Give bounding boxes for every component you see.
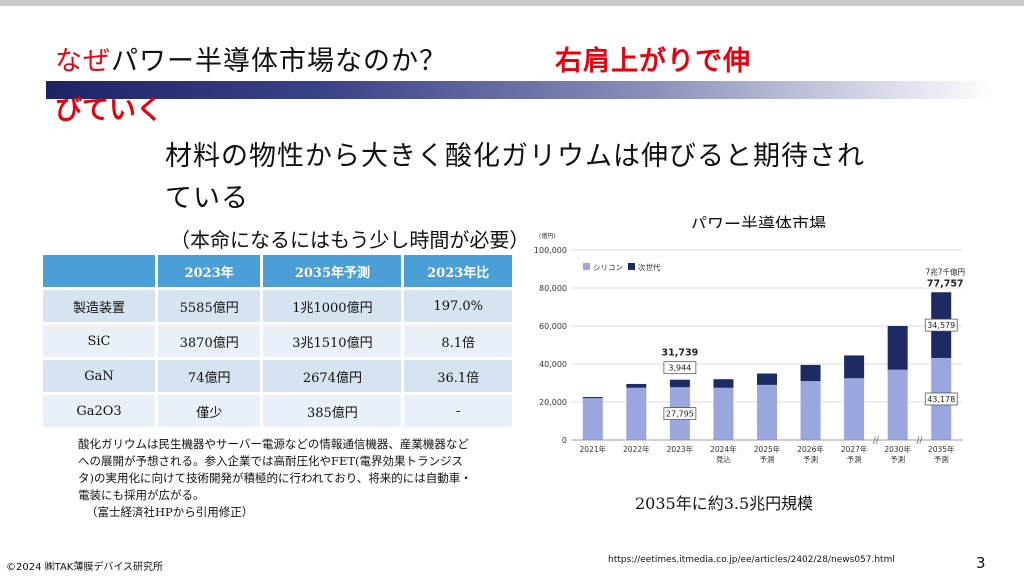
data-label-box	[924, 392, 958, 406]
bar-next-gen	[800, 364, 821, 382]
x-tick-label: 予測	[934, 454, 949, 464]
table-cell: Ga2O3	[43, 395, 155, 427]
y-tick-label: 0	[562, 436, 567, 445]
table-cell: 3870億円	[158, 325, 261, 357]
x-tick-label: 予測	[803, 454, 818, 464]
title-text: パワー半導体市場なのか？	[111, 46, 447, 77]
data-label-box	[663, 407, 697, 420]
table-cell: 5585億円	[158, 290, 261, 322]
x-tick-label: 2025年	[754, 444, 781, 454]
table-header-cell	[43, 255, 155, 287]
x-tick-label: 2022年	[623, 444, 650, 454]
table-cell: SiC	[43, 325, 155, 357]
x-tick-label: 2024年	[710, 444, 737, 454]
bar-silicon	[582, 398, 603, 440]
bar-silicon	[844, 378, 865, 440]
table-cell: GaN	[43, 360, 155, 392]
x-tick-label: 予測	[760, 454, 775, 464]
bar-next-gen	[844, 355, 865, 379]
x-tick-label: 2027年	[841, 444, 868, 454]
table-cell: 197.0%	[404, 290, 512, 322]
data-label-total-2035: 77,757	[927, 278, 964, 289]
bar-next-gen	[887, 326, 908, 370]
title-prefix: なぜ	[55, 46, 111, 77]
bar-silicon	[887, 369, 908, 440]
data-label-silicon-2035: 43,178	[927, 395, 955, 404]
legend-label-next-gen: 次世代	[638, 262, 661, 272]
x-tick-label: 2035年	[928, 444, 955, 454]
title-bar	[46, 81, 996, 99]
chart-svg: (億円) 0 20,000 40,000 60,000 80,000 100,000 2021…	[533, 228, 973, 478]
table-cell: 製造装置	[43, 290, 155, 322]
description: 酸化ガリウムは民生機器やサーバー電源などの情報通信機器、産業機器などへの展開が予…	[78, 436, 473, 521]
data-label-next-gen-2023: 3,944	[668, 364, 691, 373]
bar-silicon	[713, 387, 734, 440]
data-label-box	[924, 318, 958, 332]
table-cell: 385億円	[263, 395, 402, 427]
y-tick-label: 100,000	[534, 246, 567, 255]
data-label-box	[663, 361, 697, 375]
sub-note: （本命になるにはもう少し時間が必要）	[170, 228, 530, 252]
data-label-next-gen-2035: 34,579	[927, 321, 955, 330]
data-label-silicon-2023: 27,795	[666, 410, 694, 419]
y-unit-label: (億円)	[539, 232, 556, 240]
table-header-cell: 2035年予測	[263, 255, 402, 287]
page-number: 3	[976, 554, 986, 572]
source-url[interactable]: https://eetimes.itmedia.co.jp/ee/article…	[608, 555, 895, 565]
table-row: SiC 3870億円 3兆1510億円 8.1倍	[43, 325, 512, 357]
table-cell: 僅少	[158, 395, 261, 427]
table-cell: 74億円	[158, 360, 261, 392]
legend-label-silicon: シリコン	[593, 263, 623, 272]
table-header-cell: 2023年比	[404, 255, 512, 287]
y-tick-label: 20,000	[539, 398, 567, 407]
market-chart: (億円) 0 20,000 40,000 60,000 80,000 100,000 2021…	[533, 228, 973, 478]
x-tick-label: 2021年	[579, 444, 606, 454]
bar-next-gen	[626, 383, 647, 388]
bar-next-gen	[582, 397, 603, 399]
title-side-continued: びていく	[55, 95, 163, 126]
x-tick-label: 予測	[890, 454, 905, 464]
bar-next-gen	[713, 379, 734, 388]
title-side: 右肩上がりで伸	[555, 46, 751, 77]
axis-break-mark: //	[916, 436, 923, 446]
table-cell: -	[404, 395, 512, 427]
table-cell: 2674億円	[263, 360, 402, 392]
x-tick-label: 予測	[847, 454, 862, 464]
legend-swatch-next-gen	[628, 263, 635, 270]
headline: 材料の物性から大きく酸化ガリウムは伸びると期待されている	[165, 141, 865, 214]
x-tick-label: 2023年	[667, 444, 694, 454]
table-row: 製造装置 5585億円 1兆1000億円 197.0%	[43, 290, 512, 322]
table-row: Ga2O3 僅少 385億円 -	[43, 395, 512, 427]
legend-swatch-silicon	[583, 263, 590, 270]
x-tick-label: 2026年	[797, 444, 824, 454]
description-source: （富士経済社HPから引用修正）	[86, 505, 254, 519]
x-tick-label: 見込	[716, 455, 731, 464]
chart-caption: 2035年に約3.5兆円規模	[635, 494, 814, 513]
slide-title: なぜパワー半導体市場なのか？	[55, 39, 447, 78]
table-header-row: 2023年 2035年予測 2023年比	[43, 255, 512, 287]
table-cell: 1兆1000億円	[263, 290, 402, 322]
description-text: 酸化ガリウムは民生機器やサーバー電源などの情報通信機器、産業機器などへの展開が予…	[78, 437, 472, 502]
y-tick-label: 80,000	[539, 284, 567, 293]
table-row: GaN 74億円 2674億円 36.1倍	[43, 360, 512, 392]
data-label-total-2035-note: 7兆7千億円	[925, 266, 965, 276]
y-tick-label: 60,000	[539, 322, 567, 331]
data-label-total-2023: 31,739	[662, 348, 699, 359]
market-table: 2023年 2035年予測 2023年比 製造装置 5585億円 1兆1000億…	[40, 252, 515, 430]
table-cell: 3兆1510億円	[263, 325, 402, 357]
bar-next-gen	[669, 379, 690, 388]
x-tick-label: 2030年	[884, 444, 911, 454]
slide: なぜパワー半導体市場なのか？ 右肩上がりで伸 びていく 材料の物性から大きく酸化…	[0, 6, 1024, 582]
bar-silicon	[626, 387, 647, 440]
table-header-cell: 2023年	[158, 255, 261, 287]
bar-next-gen	[757, 373, 777, 385]
axis-break-mark: //	[873, 436, 880, 446]
table-cell: 36.1倍	[404, 360, 512, 392]
table-cell: 8.1倍	[404, 325, 512, 357]
bar-silicon	[800, 381, 821, 440]
bar-silicon	[757, 384, 777, 440]
copyright: ©2024 ㈱TAK薄膜デバイス研究所	[6, 562, 164, 573]
y-tick-label: 40,000	[539, 360, 567, 369]
